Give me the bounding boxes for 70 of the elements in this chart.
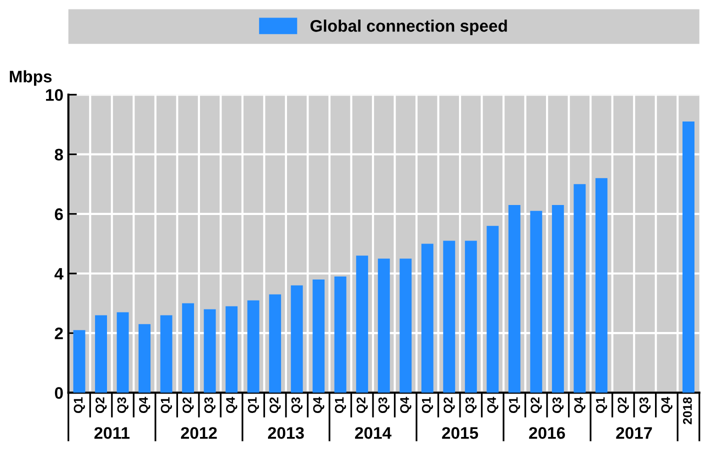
bar [400, 258, 412, 393]
x-tick-label: Q2 [618, 397, 629, 414]
text: 2016 [529, 427, 565, 439]
bar [574, 184, 586, 393]
bar [290, 285, 303, 393]
bar [508, 204, 520, 393]
bar [356, 256, 368, 393]
y-tick-label: 6 [54, 208, 63, 220]
text: 2012 [180, 427, 217, 439]
x-tick-label: Q4 [400, 396, 412, 414]
x-tick-label: Q4 [139, 396, 150, 414]
y-tick-label: 10 [46, 89, 63, 101]
bar [552, 204, 564, 393]
y-tick-label: 0 [54, 387, 63, 399]
x-tick-label: Q3 [117, 397, 128, 414]
bar [95, 315, 108, 393]
text: 2013 [268, 427, 304, 439]
bar [204, 309, 216, 393]
x-tick-label: Q2 [444, 397, 455, 414]
bar [595, 178, 608, 393]
x-tick-label: Q3 [552, 397, 564, 414]
x-tick-label: Q4 [226, 396, 238, 414]
x-tick-label: Q1 [160, 397, 172, 414]
x-tick-label: Q2 [182, 397, 194, 414]
y-tick-label: 2 [54, 328, 63, 340]
text: 2014 [355, 427, 392, 439]
x-tick-label: Q1 [508, 397, 520, 414]
x-tick-label: Q2 [270, 397, 281, 414]
bar [682, 122, 694, 393]
text: 2015 [442, 427, 478, 439]
y-tick-label: 4 [54, 268, 64, 280]
bar [312, 279, 325, 393]
bar [116, 312, 129, 393]
y-tick-label: 8 [54, 148, 64, 161]
x-tick-label: Q2 [356, 397, 368, 414]
x-tick-label: Q3 [639, 397, 651, 414]
legend-label: Global connection speed [310, 20, 507, 36]
bar [247, 300, 260, 393]
bar [73, 330, 86, 393]
bar [530, 210, 542, 393]
x-tick-label: Q3 [204, 397, 216, 414]
x-tick-label: Q2 [96, 397, 107, 414]
bar [464, 240, 477, 393]
bar [138, 324, 151, 393]
bar [269, 294, 282, 393]
x-tick-label: Q3 [291, 397, 303, 414]
bar [334, 276, 346, 393]
x-tick-label: Q1 [74, 397, 85, 414]
x-tick-label: Q1 [248, 397, 260, 414]
bar [443, 240, 456, 393]
bar [378, 258, 390, 393]
text: 2011 [94, 427, 130, 439]
bar [226, 306, 238, 393]
x-tick-label: Q4 [313, 396, 324, 414]
x-tick-label: Q1 [596, 397, 608, 414]
x-tick-label: Q1 [422, 397, 434, 414]
x-tick-label: 2018 [682, 397, 692, 424]
x-tick-label: Q4 [574, 396, 586, 414]
x-tick-label: Q2 [530, 397, 542, 414]
bar [160, 315, 172, 393]
x-tick-label: Q3 [378, 397, 390, 414]
x-tick-label: Q4 [487, 396, 498, 414]
bar [182, 303, 194, 393]
text: 2017 [616, 427, 652, 439]
x-tick-label: Q1 [334, 397, 346, 414]
y-axis-title: Mbps [10, 70, 52, 86]
bar [421, 244, 434, 393]
x-tick-label: Q4 [661, 396, 672, 414]
x-tick-label: Q3 [465, 397, 477, 414]
bar [486, 226, 499, 393]
